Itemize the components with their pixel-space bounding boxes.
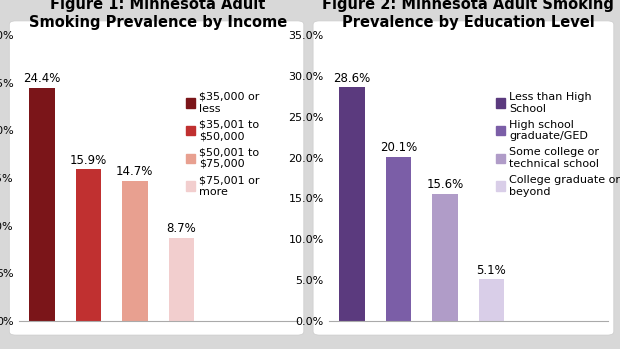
Bar bbox=[122, 181, 148, 321]
Legend: Less than High
School, High school
graduate/GED, Some college or
technical schoo: Less than High School, High school gradu… bbox=[496, 92, 620, 197]
Bar bbox=[339, 87, 365, 321]
Text: 15.6%: 15.6% bbox=[426, 178, 464, 191]
Bar bbox=[432, 194, 458, 321]
Bar bbox=[386, 157, 411, 321]
Title: Figure 2: Minnesota Adult Smoking
Prevalence by Education Level: Figure 2: Minnesota Adult Smoking Preval… bbox=[322, 0, 614, 30]
Legend: $35,000 or
less, $35,001 to
$50,000, $50,001 to
$75,000, $75,001 or
more: $35,000 or less, $35,001 to $50,000, $50… bbox=[186, 92, 260, 197]
Text: 5.1%: 5.1% bbox=[477, 264, 506, 277]
Bar bbox=[76, 169, 101, 321]
Text: 24.4%: 24.4% bbox=[23, 73, 61, 86]
Text: 8.7%: 8.7% bbox=[167, 222, 196, 235]
Text: 14.7%: 14.7% bbox=[116, 165, 154, 178]
Bar bbox=[479, 280, 504, 321]
Title: Figure 1: Minnesota Adult
Smoking Prevalence by Income: Figure 1: Minnesota Adult Smoking Preval… bbox=[29, 0, 287, 30]
Text: 20.1%: 20.1% bbox=[379, 141, 417, 154]
Text: 28.6%: 28.6% bbox=[333, 72, 371, 85]
Bar bbox=[29, 88, 55, 321]
Text: 15.9%: 15.9% bbox=[69, 154, 107, 166]
Bar bbox=[169, 238, 194, 321]
